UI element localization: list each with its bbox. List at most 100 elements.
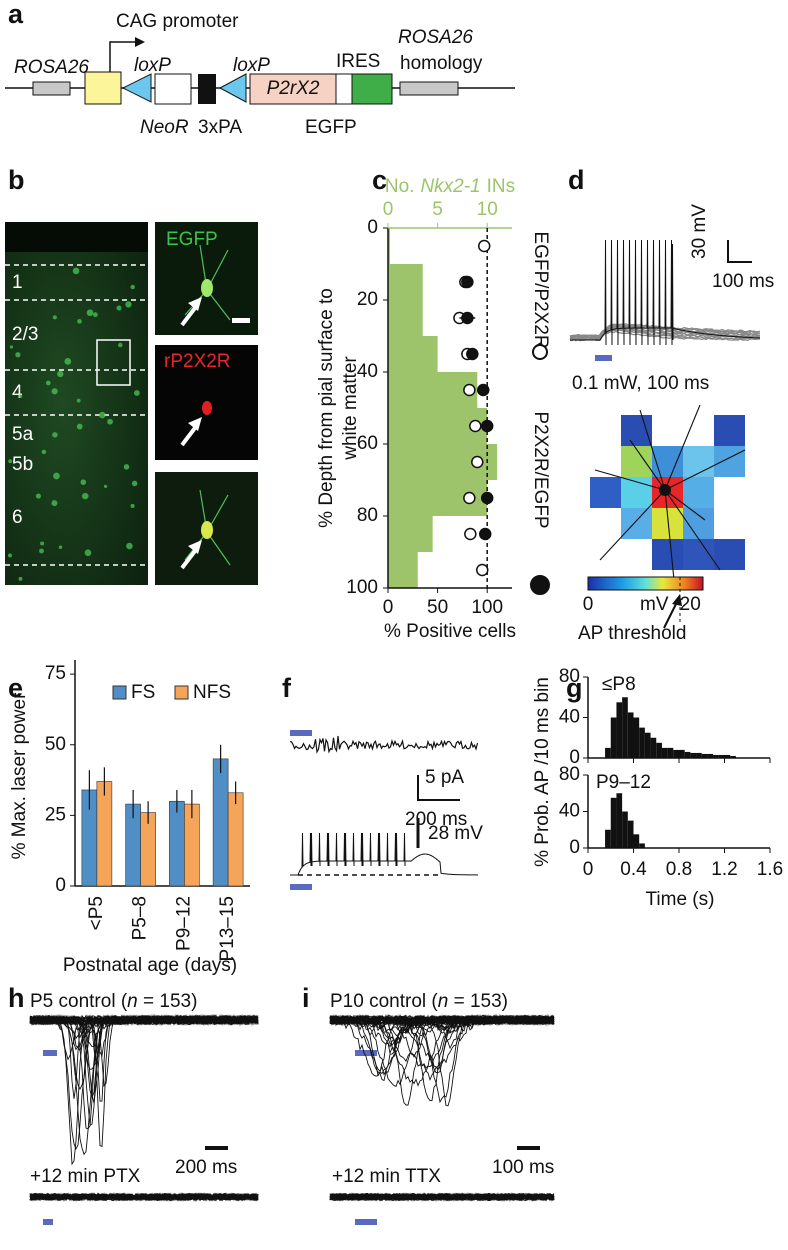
cell-body	[8, 459, 13, 464]
cell-body	[84, 549, 92, 557]
histogram-bar	[684, 751, 691, 758]
histogram-bar	[627, 712, 634, 758]
dendrite	[184, 489, 231, 566]
heatmap	[587, 404, 746, 629]
histogram-bar	[616, 793, 623, 848]
cell	[714, 446, 745, 477]
histogram-bar	[627, 820, 634, 848]
soma	[659, 484, 671, 496]
label: loxP	[233, 55, 270, 76]
cell-body	[107, 418, 113, 425]
cell-body	[123, 464, 130, 470]
trace	[29, 1014, 259, 1148]
soma	[201, 521, 213, 539]
colorbar-tick-label: 0	[583, 594, 594, 615]
legend-marker	[530, 575, 550, 595]
point	[464, 527, 477, 541]
cell-body	[92, 312, 98, 318]
trace	[329, 1192, 555, 1202]
histogram-bar	[650, 737, 657, 758]
panel-label: g	[566, 673, 583, 703]
cell-body	[130, 284, 135, 290]
y-axis-label: % Prob. AP /10 ms bin	[532, 677, 553, 867]
soma	[202, 401, 212, 415]
scale-bar	[232, 318, 250, 323]
cell	[683, 477, 714, 508]
label: homology	[400, 53, 483, 74]
tissue-image	[5, 222, 148, 252]
cell-body	[58, 545, 63, 549]
cell	[652, 539, 683, 570]
point	[476, 383, 490, 397]
cell-body	[51, 388, 58, 395]
label: = 153)	[138, 991, 198, 1012]
trace	[29, 1014, 259, 1130]
inset-image	[155, 222, 258, 335]
point	[475, 563, 489, 577]
condition-label: +12 min PTX	[30, 1166, 141, 1187]
label: Nkx2-1	[420, 176, 480, 197]
histogram-bar	[639, 727, 645, 758]
cell-body	[125, 301, 132, 308]
cell-body	[18, 394, 23, 398]
scale-bar	[417, 775, 460, 801]
point	[469, 419, 482, 433]
histogram-bar	[690, 752, 697, 758]
trace	[29, 1014, 259, 1150]
trace	[29, 1013, 259, 1026]
cell-body	[9, 345, 14, 349]
trace	[29, 1014, 259, 1099]
y-tick-label: 0	[55, 875, 66, 896]
trace	[29, 1014, 259, 1102]
gene-box	[249, 73, 337, 105]
histogram-bar	[388, 552, 418, 588]
y-tick-label: 0	[569, 837, 580, 858]
arrowhead	[188, 297, 202, 311]
point	[471, 455, 484, 469]
y-tick-label: 40	[559, 707, 580, 728]
stimulus	[290, 884, 312, 890]
histogram-bar	[644, 732, 651, 758]
cell-body	[53, 472, 60, 480]
trace	[29, 1192, 259, 1202]
x-tick-label: P9–12	[173, 896, 194, 951]
loxp-site	[121, 73, 152, 103]
colorbar	[587, 576, 704, 591]
loxp-site	[218, 73, 247, 103]
point	[463, 491, 476, 505]
trace	[329, 1014, 555, 1107]
label: P10 control (	[330, 991, 438, 1012]
y-tick-label: 20	[357, 289, 378, 310]
cell-body	[131, 480, 138, 487]
point	[480, 491, 494, 505]
histogram-bar	[605, 829, 611, 848]
stimulus	[290, 730, 312, 736]
histogram-bar	[633, 834, 640, 848]
y-tick-label: 0	[569, 747, 580, 768]
histogram-bar	[388, 516, 433, 552]
y-tick-label: 25	[45, 804, 66, 825]
neuron	[184, 244, 231, 566]
layer-label: 2/3	[12, 324, 38, 345]
homology-arm	[399, 81, 459, 96]
trace	[29, 1014, 259, 1090]
histogram-bar	[622, 697, 628, 758]
histogram-bar	[388, 300, 423, 336]
tissue-image	[5, 222, 148, 585]
trace	[29, 1014, 259, 1156]
histogram-bar	[388, 372, 478, 408]
construct: CAG promoter ROSA26 loxP loxP IRES ROSA2…	[5, 11, 515, 138]
x-tick-label: <P5	[86, 896, 107, 930]
cell-body	[40, 541, 45, 546]
ires-box	[335, 73, 353, 105]
histogram-bar	[610, 797, 617, 848]
condition-label: +12 min TTX	[332, 1166, 441, 1187]
cell	[621, 446, 652, 477]
label: ROSA26	[398, 27, 473, 48]
soma	[201, 279, 213, 297]
label: NeoR	[140, 117, 189, 138]
cell-body	[35, 493, 41, 499]
histogram-bar	[388, 264, 423, 300]
x-tick-label: 50	[427, 597, 448, 618]
x-tick-label: 0	[583, 859, 594, 880]
